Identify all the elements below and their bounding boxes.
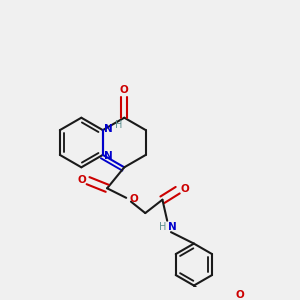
Text: O: O [181,184,190,194]
Text: H: H [159,222,166,233]
Text: N: N [104,151,113,161]
Text: N: N [104,124,113,134]
Text: N: N [168,222,176,233]
Text: O: O [77,175,86,185]
Text: O: O [129,194,138,204]
Text: O: O [235,290,244,300]
Text: H: H [115,120,123,130]
Text: O: O [120,85,129,95]
